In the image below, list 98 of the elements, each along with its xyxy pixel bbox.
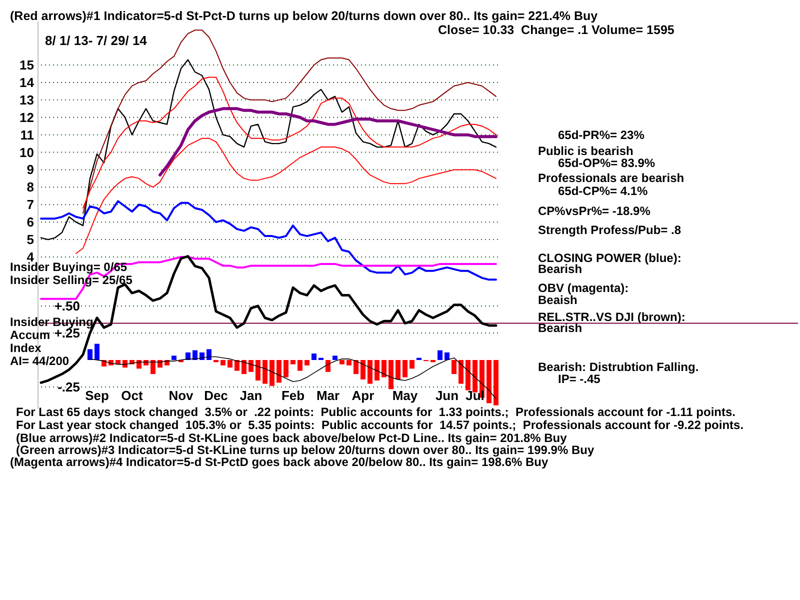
- x-tick-label: Feb: [281, 388, 305, 403]
- y-tick-label: 13: [20, 92, 34, 108]
- text: Bearish: Distrubtion Falling.: [538, 360, 699, 374]
- annotation: AI= 44/200: [10, 354, 70, 368]
- line-series: [158, 107, 498, 176]
- bar: [136, 360, 142, 369]
- line-series: [82, 76, 496, 209]
- bar: [248, 360, 254, 372]
- y-tick-label: +.50: [54, 298, 80, 314]
- bar: [158, 360, 162, 368]
- bar: [298, 360, 302, 371]
- annotation: 8/ 1/ 13- 7/ 29/ 14: [45, 33, 148, 48]
- y-tick-label: 12: [20, 110, 34, 125]
- bar: [438, 350, 442, 360]
- y-tick-label: 14: [20, 74, 35, 90]
- y-tick-label: 8: [26, 180, 34, 195]
- bar: [144, 360, 148, 366]
- text: (Green arrows)#3 Indicator=5-d St-KLine turns up below 20/turns down over 80.. Its gain= 199.9% Buy: [16, 443, 594, 457]
- text: CLOSING POWER (blue):: [538, 251, 682, 265]
- bar: [262, 360, 268, 384]
- x-tick-label: May: [392, 388, 418, 403]
- bar: [220, 360, 226, 366]
- bar: [388, 360, 394, 390]
- bar: [228, 360, 232, 368]
- chart-title: (Red arrows)#1 Indicator=5-d St-Pct-D turns up below 20/turns down over 80.. Its gain= 221.4% Buy: [10, 9, 598, 23]
- text: REL.STR..VS DJI (brown):: [538, 310, 686, 324]
- text: Professionals are bearish: [538, 171, 684, 185]
- x-tick-label: Apr: [352, 388, 374, 403]
- text: Bearish: [538, 262, 582, 276]
- text: (Blue arrows)#2 Indicator=5-d St-KLine goes back above/below Pct-D Line.. Its gain= 201.8% Buy: [16, 431, 568, 445]
- bar: [304, 360, 310, 366]
- x-tick-label: Sep: [85, 388, 109, 403]
- bar: [332, 356, 338, 360]
- annotation: Accum: [10, 328, 50, 342]
- bar: [354, 360, 358, 374]
- text: Public is bearish: [538, 144, 634, 158]
- bar: [486, 360, 492, 404]
- y-tick-label: 15: [20, 58, 34, 73]
- bar: [94, 344, 100, 360]
- y-tick-label: 9: [26, 162, 34, 178]
- bar: [458, 360, 464, 384]
- bar: [346, 360, 352, 366]
- bar: [276, 360, 282, 383]
- text: 65d-OP%= 83.9%: [558, 156, 656, 170]
- annotation: For Last 65 days stock changed 3.5% or .22 points: Public accounts for 1.33 points.; Professionals account for -1.11 points.: [16, 405, 736, 419]
- bar: [88, 349, 92, 360]
- text: OBV (magenta):: [538, 281, 629, 295]
- bar: [290, 360, 296, 364]
- y-tick-label: 6: [26, 214, 34, 230]
- bar: [368, 360, 372, 384]
- bar: [284, 360, 288, 378]
- bar: [374, 360, 380, 381]
- bar: [396, 360, 400, 380]
- bar: [360, 360, 366, 380]
- annotation: Index: [10, 341, 42, 355]
- x-tick-label: Oct: [121, 388, 144, 403]
- bar: [382, 360, 386, 378]
- y-tick-label: 5: [26, 232, 34, 248]
- bar: [270, 360, 274, 386]
- text: CP%vsPr%= -18.9%: [538, 204, 651, 218]
- bar: [234, 360, 240, 371]
- y-tick-label: 7: [26, 197, 34, 212]
- x-tick-label: Jun: [435, 388, 459, 403]
- x-tick-label: Dec: [204, 388, 228, 403]
- line-series: [76, 138, 496, 254]
- y-tick-label: 4: [26, 249, 35, 264]
- x-tick-label: Mar: [316, 388, 340, 403]
- text: Strength Profess/Pub= .8: [538, 223, 682, 237]
- bar: [312, 354, 316, 360]
- y-tick-label: 11: [20, 127, 34, 142]
- bar: [452, 360, 456, 374]
- x-tick-label: Jul: [466, 388, 484, 403]
- text: (Magenta arrows)#4 Indicator=5-d St-PctD goes back above 20/below 80.. Its gain= 198.6% Buy: [10, 455, 549, 469]
- bar: [466, 360, 470, 390]
- bar: [150, 360, 156, 374]
- y-tick-label: -.25: [58, 380, 80, 394]
- bar: [472, 360, 478, 392]
- bar: [444, 352, 450, 360]
- text: Bearish: [538, 321, 582, 335]
- text: IP= -.45: [558, 372, 601, 386]
- line-series: [40, 59, 497, 240]
- bar: [340, 360, 344, 364]
- x-tick-label: Nov: [168, 388, 194, 403]
- x-tick-label: Jan: [240, 388, 262, 403]
- y-tick-label: 10: [20, 144, 34, 160]
- bar: [256, 360, 260, 381]
- bar: [326, 360, 330, 372]
- text: Close= 10.33 Change= .1 Volume= 1595: [438, 23, 674, 37]
- bar: [206, 349, 212, 360]
- text: 65d-CP%= 4.1%: [558, 184, 648, 198]
- text: 65d-PR%= 23%: [558, 128, 645, 142]
- bar: [410, 360, 414, 369]
- bar: [402, 360, 408, 378]
- bar: [242, 360, 246, 374]
- text: Beaish: [538, 293, 578, 307]
- bar: [494, 360, 498, 406]
- text: For Last year stock changed 105.3% or 5.35 points: Public accounts for 14.57 points.; Professionals account for -9.22 points.: [16, 418, 744, 432]
- bar: [172, 356, 176, 360]
